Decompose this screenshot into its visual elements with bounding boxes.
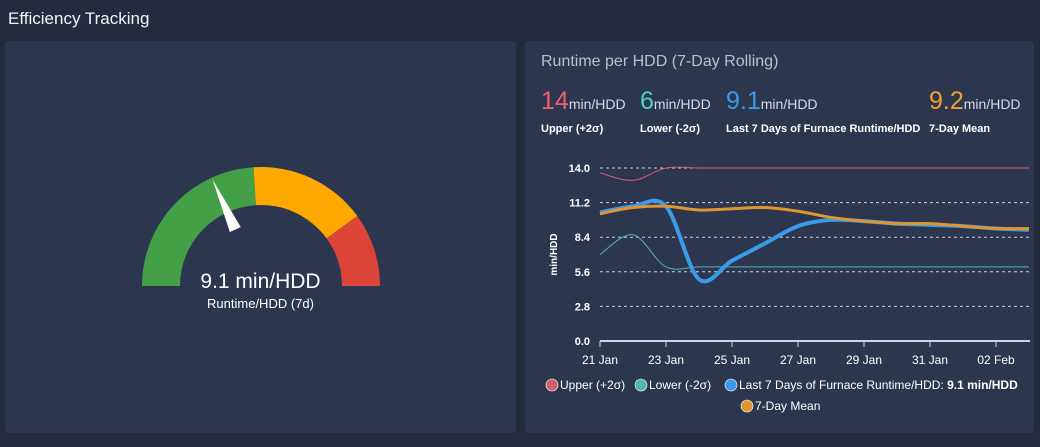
- x-tick-label: 31 Jan: [912, 353, 948, 367]
- gauge-label: Runtime/HDD (7d): [207, 296, 314, 311]
- y-tick-label: 0.0: [575, 336, 590, 348]
- stat-unit: min/HDD: [963, 96, 1021, 112]
- chart-panel: 0.0 2.8 5.6 8.4 11.2 14.0 min/HDD 21 Jan 23 Jan 2…: [525, 41, 1034, 433]
- stat-value: 9.1: [726, 87, 761, 115]
- stat-unit: min/HDD: [760, 96, 818, 112]
- section-title: Efficiency Tracking: [8, 9, 150, 28]
- y-tick-label: 8.4: [575, 232, 591, 244]
- chart-title: Runtime per HDD (7-Day Rolling): [541, 53, 779, 70]
- legend-value: 9.1 min/HDD: [947, 378, 1018, 392]
- runtime-chart: 0.0 2.8 5.6 8.4 11.2 14.0 min/HDD 21 Jan 23 Jan 2…: [545, 163, 1030, 413]
- legend-item[interactable]: 7-Day Mean: [755, 399, 820, 413]
- runtime-gauge: [142, 167, 380, 286]
- stat-unit: min/HDD: [568, 96, 626, 112]
- stat-label: 7-Day Mean: [929, 123, 991, 135]
- stat-lower: 6min/HDD Lower (-2σ): [640, 87, 711, 135]
- stat-label: Lower (-2σ): [640, 123, 701, 135]
- y-tick-label: 14.0: [569, 163, 590, 175]
- series-line: [599, 234, 1030, 270]
- gauge-band: [326, 216, 380, 286]
- legend-marker[interactable]: [634, 378, 648, 392]
- legend-item[interactable]: Last 7 Days of Furnace Runtime/HDD: 9.1 …: [739, 378, 1018, 392]
- stat-value: 14: [541, 87, 569, 115]
- series-line: [599, 204, 1030, 231]
- legend-item[interactable]: Lower (-2σ): [649, 378, 711, 392]
- y-axis-label: min/HDD: [549, 233, 560, 275]
- stat-upper: 14min/HDD Upper (+2σ): [541, 87, 626, 135]
- y-tick-label: 5.6: [575, 267, 590, 279]
- legend-marker[interactable]: [724, 378, 738, 392]
- x-tick-label: 21 Jan: [582, 353, 618, 367]
- stat-current: 9.1min/HDD Last 7 Days of Furnace Runtime…: [726, 87, 920, 135]
- stat-mean: 9.2min/HDD 7-Day Mean: [929, 87, 1021, 135]
- gauge-panel: 9.1 min/HDD Runtime/HDD (7d): [5, 41, 516, 433]
- legend-marker[interactable]: [740, 399, 754, 413]
- gauge-band: [142, 167, 256, 286]
- series-line: [599, 166, 1030, 181]
- stat-unit: min/HDD: [653, 96, 711, 112]
- stat-value: 9.2: [929, 87, 964, 115]
- y-tick-label: 11.2: [569, 198, 590, 210]
- stat-label: Last 7 Days of Furnace Runtime/HDD: [726, 123, 921, 135]
- stat-label: Upper (+2σ): [541, 123, 604, 135]
- x-tick-label: 29 Jan: [846, 353, 882, 367]
- x-tick-label: 02 Feb: [977, 353, 1015, 367]
- y-tick-label: 2.8: [575, 301, 590, 313]
- gauge-band: [253, 167, 358, 239]
- legend-marker[interactable]: [545, 378, 559, 392]
- series-line: [599, 198, 1030, 284]
- x-tick-label: 27 Jan: [780, 353, 816, 367]
- x-tick-label: 25 Jan: [714, 353, 750, 367]
- gauge-value: 9.1 min/HDD: [200, 270, 321, 293]
- x-tick-label: 23 Jan: [648, 353, 684, 367]
- gauge-needle: [212, 179, 241, 233]
- stat-value: 6: [640, 87, 654, 115]
- legend-item[interactable]: Upper (+2σ): [560, 378, 625, 392]
